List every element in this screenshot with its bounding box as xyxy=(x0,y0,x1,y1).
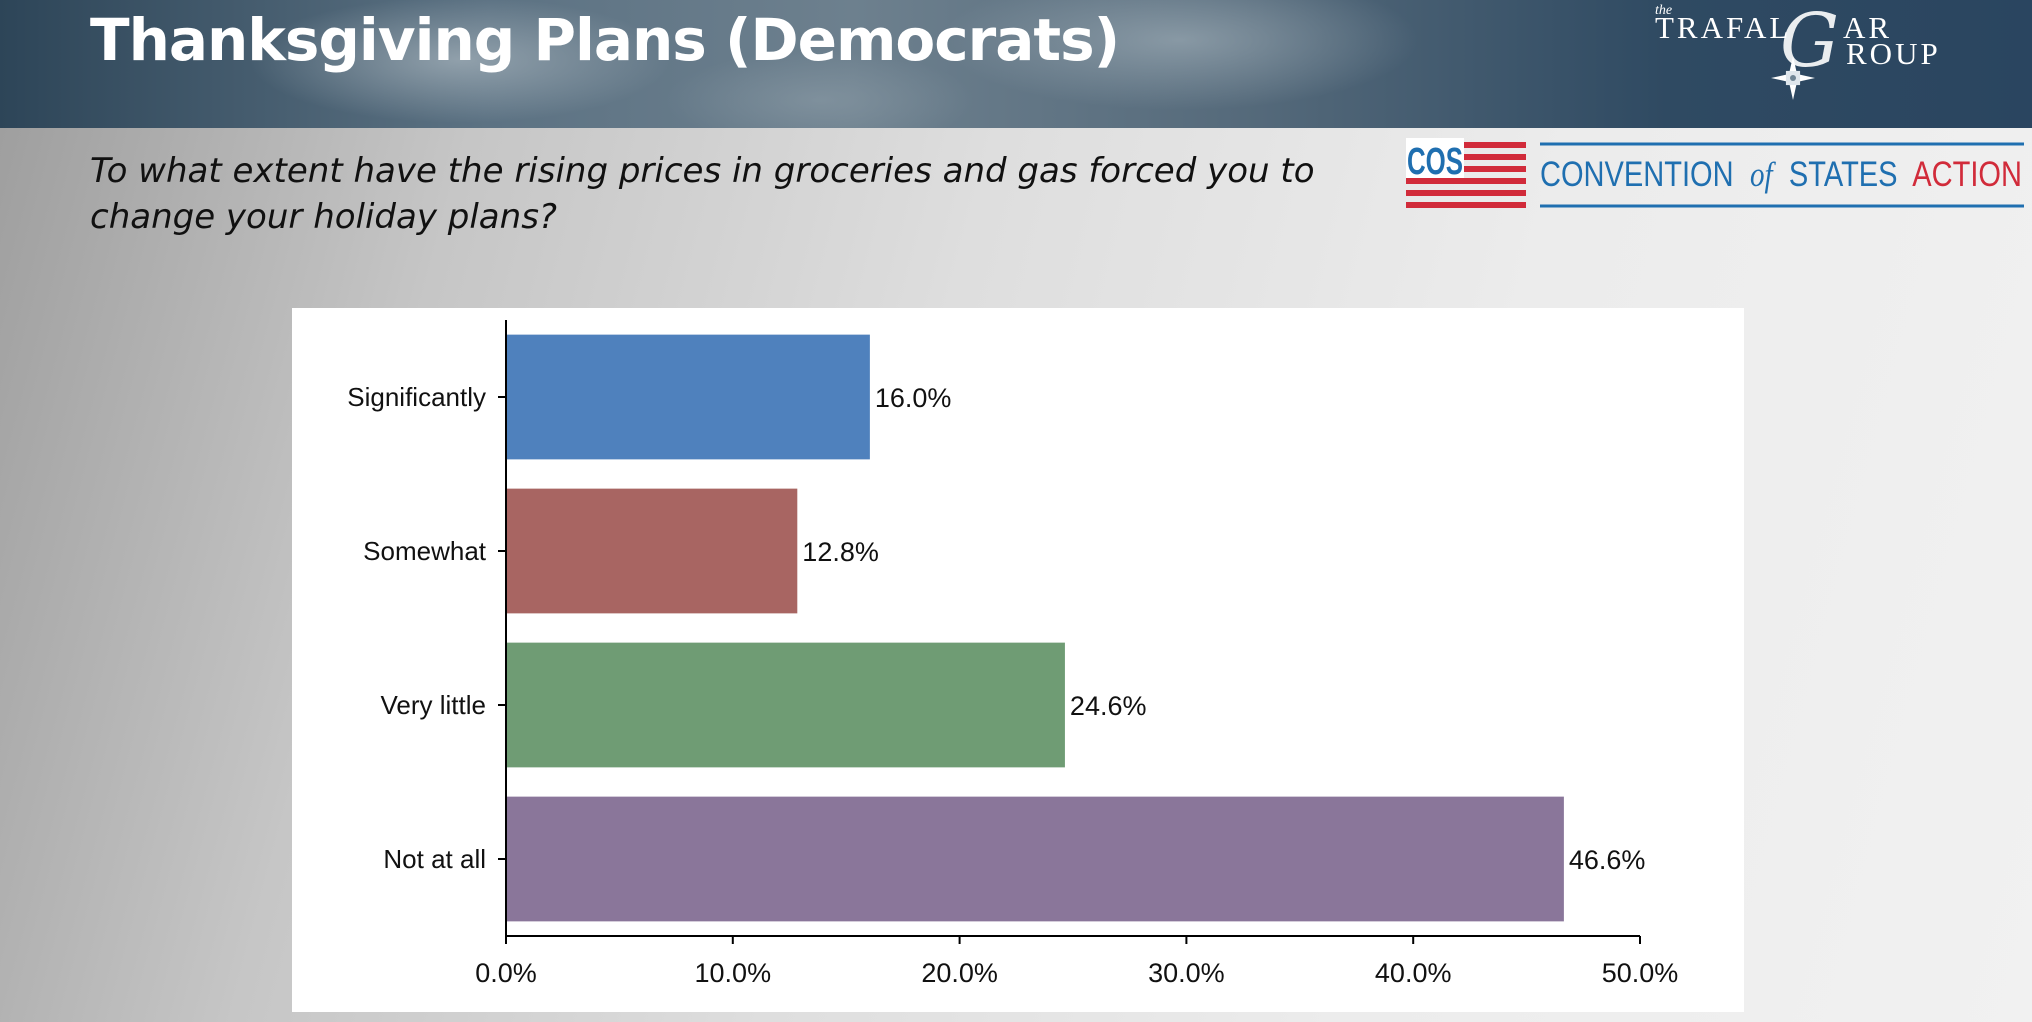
bar-chart: 16.0% 12.8% 24.6% 46.6% Significantly Somewh… xyxy=(347,320,1679,988)
logo-roup-text: ROUP xyxy=(1846,36,1941,71)
x-tick-label-20: 20.0% xyxy=(921,958,998,988)
page-title: Thanksgiving Plans (Democrats) xyxy=(90,6,1120,74)
category-label-significantly: Significantly xyxy=(347,382,486,412)
x-tick-label-50: 50.0% xyxy=(1602,958,1679,988)
bar-somewhat xyxy=(507,488,798,614)
logo-trafal-text: TRAFAL xyxy=(1655,10,1791,45)
cos-word-convention: CONVENTION xyxy=(1540,155,1734,194)
cos-word-states: STATES xyxy=(1789,155,1898,194)
logo-the-text: the xyxy=(1655,3,1672,18)
cos-word-of: of xyxy=(1750,155,1776,194)
chart-panel: 16.0% 12.8% 24.6% 46.6% Significantly Somewh… xyxy=(292,308,1744,1012)
value-label-very-little: 24.6% xyxy=(1070,691,1147,721)
bar-very-little xyxy=(507,642,1065,768)
x-tick-label-10: 10.0% xyxy=(695,958,772,988)
x-tick-label-0: 0.0% xyxy=(475,958,537,988)
bar-significantly xyxy=(507,334,870,460)
logo-ar-text: AR xyxy=(1843,10,1892,45)
survey-question: To what extent have the rising prices in… xyxy=(90,151,1315,237)
compass-star-icon xyxy=(1771,56,1815,100)
convention-of-states-logo: COS CONVENTION of STATES ACTION xyxy=(1406,138,2024,208)
bar-not-at-all xyxy=(507,796,1564,922)
x-tick-label-40: 40.0% xyxy=(1375,958,1452,988)
trafalgar-group-logo: the TRAFAL G AR ROUP xyxy=(1655,0,1941,100)
x-tick-label-30: 30.0% xyxy=(1148,958,1225,988)
header-banner: Thanksgiving Plans (Democrats) the TRAFA… xyxy=(0,0,2032,128)
value-label-not-at-all: 46.6% xyxy=(1569,845,1646,875)
category-label-very-little: Very little xyxy=(381,690,487,720)
cos-mark-text: COS xyxy=(1407,141,1463,183)
us-flag-stripes-icon xyxy=(1406,138,1526,208)
category-label-not-at-all: Not at all xyxy=(383,844,486,874)
cos-word-action: ACTION xyxy=(1912,155,2022,194)
logo-g-glyph: G xyxy=(1780,0,1839,84)
value-label-somewhat: 12.8% xyxy=(802,537,879,567)
category-label-somewhat: Somewhat xyxy=(363,536,487,566)
svg-text:CONVENTION of STATES: CONVENTION of STATES ACTION xyxy=(1540,155,2022,194)
value-label-significantly: 16.0% xyxy=(875,383,952,413)
